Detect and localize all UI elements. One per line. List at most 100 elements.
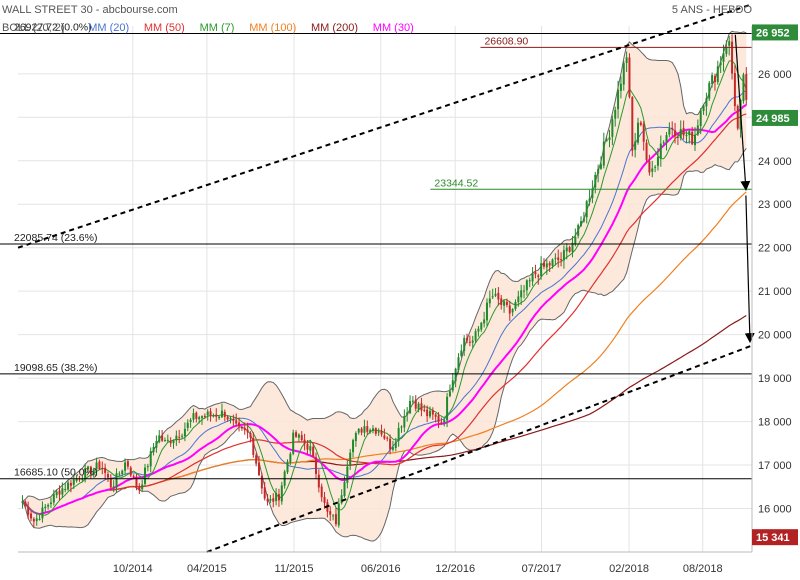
candle-body xyxy=(41,507,44,519)
candle-body xyxy=(540,263,543,277)
x-tick-label: 10/2014 xyxy=(113,563,153,575)
legend: BOLL (20, 2) MM (20) MM (50) MM (7) MM (100)… xyxy=(2,22,414,34)
candle-body xyxy=(44,506,47,509)
candle-body xyxy=(568,247,571,252)
candle-body xyxy=(352,440,355,453)
candle-body xyxy=(132,475,135,477)
projection-arrows xyxy=(734,34,755,344)
price-tag-label: 15 341 xyxy=(756,532,790,544)
candle-body xyxy=(414,399,417,409)
candle-body xyxy=(437,415,440,423)
candle-body xyxy=(420,403,423,411)
candle-body xyxy=(369,429,372,433)
candle-body xyxy=(731,41,734,74)
candle-body xyxy=(591,188,594,198)
candle-body xyxy=(542,262,545,267)
candle-body xyxy=(588,198,591,202)
candle-body xyxy=(195,412,198,419)
candle-body xyxy=(89,466,92,474)
candle-body xyxy=(725,47,728,54)
candle-body xyxy=(212,415,215,417)
candle-body xyxy=(67,482,70,490)
candle-body xyxy=(409,400,412,414)
price-tag-box xyxy=(752,24,798,41)
candle-body xyxy=(634,141,637,150)
candle-body xyxy=(659,143,662,159)
candle-body xyxy=(149,451,152,467)
candle-body xyxy=(75,478,78,481)
candle-body xyxy=(155,441,158,448)
candle-body xyxy=(275,492,278,502)
candle-body xyxy=(240,427,243,429)
candle-body xyxy=(374,428,377,434)
candle-body xyxy=(84,468,87,479)
candle-body xyxy=(574,236,577,244)
candle-body xyxy=(682,127,685,136)
candle-body xyxy=(32,518,35,522)
candle-body xyxy=(488,298,491,304)
chart-header: WALL STREET 30 - abcbourse.com 5 ANS - H… xyxy=(2,4,752,34)
candle-body xyxy=(471,340,474,343)
candle-body xyxy=(175,435,178,441)
candle-body xyxy=(380,430,383,435)
candle-body xyxy=(622,63,625,85)
x-tick-label: 07/2017 xyxy=(522,563,562,575)
candle-body xyxy=(497,292,500,300)
candle-body xyxy=(665,135,668,143)
candle-body xyxy=(101,468,104,470)
candle-body xyxy=(426,409,429,417)
candle-body xyxy=(218,416,221,419)
y-tick-label: 16 000 xyxy=(758,504,792,516)
candle-body xyxy=(400,426,403,428)
candle-body xyxy=(511,309,514,313)
candle-body xyxy=(611,119,614,137)
candle-body xyxy=(397,427,400,442)
y-tick-label: 17 000 xyxy=(758,460,792,472)
candle-body xyxy=(47,504,50,507)
candle-body xyxy=(431,410,434,415)
ma-20-line xyxy=(22,90,747,515)
candle-body xyxy=(158,435,161,442)
candle-body xyxy=(181,435,184,437)
candle-body xyxy=(386,437,389,439)
price-tags: 26 952 24 985 15 341 xyxy=(752,24,798,546)
candle-body xyxy=(258,462,261,476)
candle-body xyxy=(728,41,731,46)
candle-body xyxy=(64,488,67,490)
candle-body xyxy=(277,494,280,501)
candle-body xyxy=(146,466,149,468)
candle-body xyxy=(494,293,497,296)
candle-body xyxy=(144,467,147,484)
candle-body xyxy=(531,273,534,282)
candle-body xyxy=(580,221,583,226)
candle-body xyxy=(266,498,269,502)
candle-body xyxy=(705,98,708,107)
candle-body xyxy=(676,136,679,138)
candle-body xyxy=(406,412,409,415)
candle-body xyxy=(215,414,218,417)
candle-body xyxy=(246,429,249,433)
bollinger-bands xyxy=(22,30,747,542)
candle-body xyxy=(668,128,671,135)
candle-body xyxy=(394,441,397,448)
candle-body xyxy=(713,76,716,83)
candle-body xyxy=(745,73,748,100)
candle-body xyxy=(520,290,523,298)
x-tick-label: 06/2016 xyxy=(361,563,401,575)
candle-body xyxy=(38,518,41,520)
candle-body xyxy=(238,422,241,427)
axes: 16 000 17 000 18 000 19 000 20 000 21 000 22 0… xyxy=(18,26,792,575)
candle-body xyxy=(206,411,209,416)
horizontal-level-label: 26608.90 xyxy=(484,35,528,47)
candle-body xyxy=(27,506,30,515)
candle-body xyxy=(312,446,315,457)
candle-body xyxy=(440,422,443,424)
candle-body xyxy=(166,439,169,441)
candle-body xyxy=(371,428,374,431)
candle-body xyxy=(694,135,697,146)
chart-title: WALL STREET 30 - abcbourse.com xyxy=(2,4,178,16)
candle-body xyxy=(599,164,602,169)
candle-body xyxy=(98,461,101,470)
candle-body xyxy=(169,441,172,444)
candle-body xyxy=(161,435,164,441)
